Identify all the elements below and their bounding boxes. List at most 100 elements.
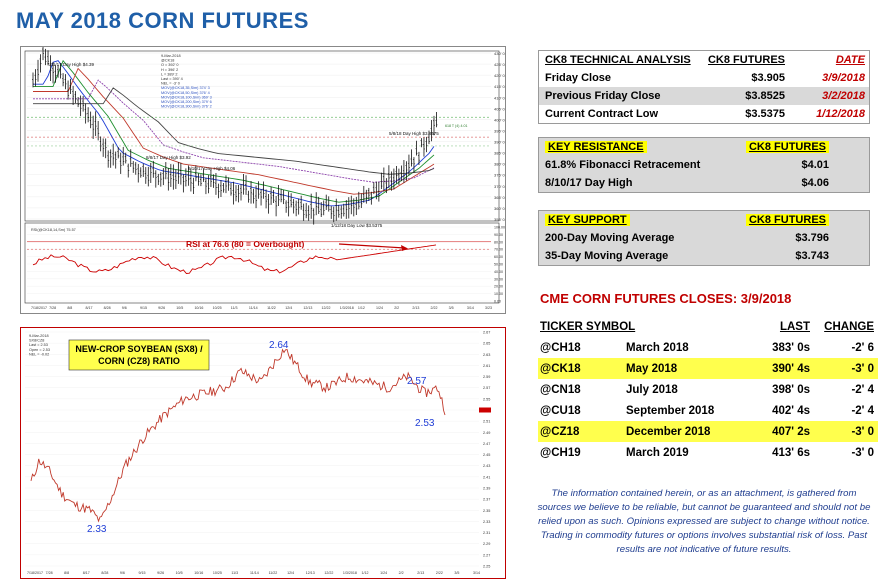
chart-legend-entry: L = 389' 2: [161, 72, 178, 76]
key-support-table: KEY SUPPORT CK8 FUTURES 200-Day Moving A…: [538, 210, 870, 266]
ratio-date-tick-label: 9/26: [157, 571, 164, 575]
page-title: MAY 2018 CORN FUTURES: [16, 8, 309, 33]
ratio-tick-label: 2.41: [483, 475, 490, 479]
row-value: $3.743: [795, 250, 829, 262]
corn-futures-chart: 430' 0 425' 0 420' 0 415' 0 410' 0 405' 0 400'…: [20, 46, 506, 314]
date-tick-label: 2/2: [394, 306, 399, 310]
table-row: Previous Friday Close $3.8525 3/2/2018: [539, 87, 869, 105]
ratio-date-tick-label: 10/5: [176, 571, 183, 575]
ratio-date-tick-label: 8/8: [64, 571, 69, 575]
annotation-low-112: 1/12/18 Day Low $3.5375: [331, 223, 383, 228]
ratio-tick-label: 2.57: [483, 386, 490, 390]
row-value: $3.796: [795, 232, 829, 244]
date-tick-label: 8/8: [67, 306, 72, 310]
last-cell: 390' 4s: [772, 362, 810, 375]
rsi-tick-label: 40.00: [494, 270, 503, 274]
date-tick-label: 7/28: [49, 306, 56, 310]
price-tick-label: 430' 0: [494, 51, 505, 56]
ticker-cell: @CN18: [540, 383, 581, 396]
table-header-row: KEY SUPPORT CK8 FUTURES: [539, 211, 869, 229]
chart-legend-entry: Last = 390' 4: [161, 77, 183, 81]
row-date: 3/9/2018: [822, 72, 865, 84]
price-tick-label: 410' 0: [494, 95, 505, 100]
last-cell: 383' 0s: [772, 341, 810, 354]
ratio-label-box: [68, 339, 210, 371]
table-row: Current Contract Low $3.5375 1/12/2018: [539, 105, 869, 123]
rsi-arrowhead: [401, 245, 408, 251]
table-row: @CU18 September 2018 402' 4s -2' 4: [538, 400, 878, 421]
table-row: @CH18 March 2018 383' 0s -2' 6: [538, 337, 878, 358]
ratio-recent-label: 2.57: [407, 376, 427, 387]
date-tick-label: 2/13: [412, 306, 419, 310]
ratio-date-tick-label: 8/28: [101, 571, 108, 575]
ratio-tick-label: 2.61: [483, 364, 490, 368]
table-row: @CK18 May 2018 390' 4s -3' 0: [538, 358, 878, 379]
date-tick-label: 10/25: [213, 306, 222, 310]
ratio-label-line2: CORN (CZ8) RATIO: [98, 356, 180, 366]
ratio-date-tick-label: 3/14: [473, 571, 480, 575]
table-header-row: TICKER SYMBOL LAST CHANGE: [538, 316, 878, 337]
fib-label: 618 T (4) 4.01: [445, 124, 467, 128]
chart-legend-entry: 9-Mar-2018: [161, 54, 181, 58]
ratio-tick-label: 2.39: [483, 487, 490, 491]
ma-300-line: [33, 87, 435, 175]
ticker-cell: @CH18: [540, 341, 581, 354]
date-tick-label: 8/17: [85, 306, 92, 310]
table-row: 35-Day Moving Average $3.743: [539, 247, 869, 265]
row-value: $4.01: [801, 159, 829, 171]
date-tick-label: 1/12: [358, 306, 365, 310]
month-cell: March 2018: [626, 341, 689, 354]
date-tick-label: 12/4: [285, 306, 292, 310]
ratio-tick-label: 2.31: [483, 531, 490, 535]
closes-header-ticker: TICKER SYMBOL: [540, 320, 636, 333]
month-cell: March 2019: [626, 446, 689, 459]
ratio-date-tick-label: 11/3: [231, 571, 238, 575]
date-tick-label: 1/24: [376, 306, 383, 310]
table-row: 8/10/17 Day High $4.06: [539, 174, 869, 192]
ratio-date-tick-label: 7/18/2017: [27, 571, 43, 575]
ratio-date-tick-label: 2/22: [436, 571, 443, 575]
ratio-tick-label: 2.37: [483, 498, 490, 502]
ratio-tick-label: 2.29: [483, 542, 490, 546]
rsi-tick-label: 20.00: [494, 285, 503, 289]
closes-header-change: CHANGE: [824, 320, 874, 333]
month-cell: December 2018: [626, 425, 711, 438]
price-tick-label: 380' 0: [494, 162, 505, 167]
tech-header-name: CK8 TECHNICAL ANALYSIS: [545, 54, 691, 66]
price-tick-label: 415' 0: [494, 84, 505, 89]
row-label: 61.8% Fibonacci Retracement: [545, 159, 701, 171]
month-cell: July 2018: [626, 383, 678, 396]
ratio-last-label: 2.53: [415, 418, 435, 429]
price-tick-label: 425' 0: [494, 62, 505, 67]
ma-200-line: [33, 79, 435, 183]
ratio-legend-entry: NEL = -0.02: [29, 352, 49, 356]
row-label: 35-Day Moving Average: [545, 250, 669, 262]
price-tick-label: 365' 0: [494, 195, 505, 200]
change-cell: -2' 6: [851, 341, 874, 354]
tech-header-value: CK8 FUTURES: [707, 54, 785, 66]
disclaimer-text: The information contained herein, or as …: [537, 488, 871, 555]
last-cell: 402' 4s: [772, 404, 810, 417]
ratio-date-tick-label: 10/16: [194, 571, 203, 575]
date-tick-label: 9/6: [122, 306, 127, 310]
ratio-legend-entry: 9-Mar-2018: [29, 334, 49, 338]
row-label: Current Contract Low: [545, 108, 659, 120]
ratio-date-tick-label: 1/12: [362, 571, 369, 575]
rsi-tick-label: 70.00: [494, 248, 503, 252]
row-label: 200-Day Moving Average: [545, 232, 675, 244]
ticker-cell: @CZ18: [540, 425, 580, 438]
ratio-tick-label: 2.55: [483, 397, 490, 401]
date-tick-label: 9/15: [140, 306, 147, 310]
date-tick-label: 12/22: [322, 306, 331, 310]
month-cell: May 2018: [626, 362, 678, 375]
row-value: $3.905: [751, 72, 785, 84]
corn-chart-svg: 430' 0 425' 0 420' 0 415' 0 410' 0 405' 0 400'…: [24, 46, 506, 310]
support-header-value: CK8 FUTURES: [745, 214, 829, 226]
technical-analysis-table: CK8 TECHNICAL ANALYSIS CK8 FUTURES DATE …: [538, 50, 870, 124]
date-tick-label: 3/14: [467, 306, 474, 310]
rsi-legend: RSI(@CK18,14,Sm) 75.57: [31, 228, 76, 232]
date-tick-label: 11/22: [267, 306, 276, 310]
rsi-tick-label: 10.00: [494, 292, 503, 296]
ratio-date-tick-label: 9/15: [139, 571, 146, 575]
date-tick-label: 10/16: [194, 306, 203, 310]
